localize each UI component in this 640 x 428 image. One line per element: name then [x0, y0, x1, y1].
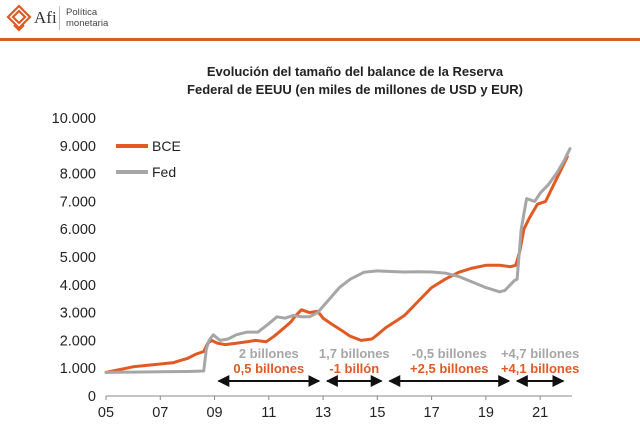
- x-tick-label: 05: [98, 405, 114, 421]
- header-divider: [59, 6, 60, 30]
- x-tick-label: 13: [315, 405, 331, 421]
- y-tick-label: 5.000: [60, 250, 96, 266]
- section-label-line2: monetaria: [66, 18, 109, 29]
- afi-logo-icon: [6, 4, 32, 32]
- annotation-bce-change: -1 billón: [329, 361, 379, 376]
- x-tick-label: 11: [261, 405, 276, 421]
- chart-title-line1: Evolución del tamaño del balance de la R…: [206, 64, 504, 79]
- chart-title: Evolución del tamaño del balance de la R…: [130, 63, 580, 99]
- y-tick-label: 9.000: [60, 139, 96, 155]
- annotation-bce-change: +2,5 billones: [410, 361, 488, 376]
- x-tick-label: 07: [152, 405, 168, 421]
- annotation-fed-change: -0,5 billones: [412, 346, 487, 361]
- x-tick-label: 09: [206, 405, 222, 421]
- y-tick-label: 3.000: [60, 306, 96, 322]
- series-line-fed: [104, 147, 572, 374]
- y-tick-label: 1.000: [60, 361, 96, 377]
- series-line-bce: [104, 155, 569, 374]
- annotation-fed-change: +4,7 billones: [501, 346, 579, 361]
- section-label: Política monetaria: [66, 7, 126, 29]
- y-tick-label: 8.000: [60, 167, 96, 183]
- annotation-fed-change: 1,7 billones: [319, 346, 390, 361]
- annotation-bce-change: 0,5 billones: [233, 361, 304, 376]
- y-tick-label: 6.000: [60, 222, 96, 238]
- x-tick-label: 19: [478, 405, 494, 421]
- brand-name: Afi: [34, 8, 57, 27]
- chart-title-line2: Federal de EEUU (en miles de millones de…: [187, 82, 523, 97]
- y-tick-label: 0: [88, 389, 96, 405]
- y-tick-label: 10.000: [52, 111, 96, 127]
- annotation-fed-change: 2 billones: [239, 346, 299, 361]
- legend-label-fed: Fed: [152, 164, 176, 180]
- x-tick-label: 21: [532, 405, 548, 421]
- y-tick-label: 7.000: [60, 194, 96, 210]
- x-tick-label: 17: [424, 405, 440, 421]
- x-tick-label: 15: [369, 405, 385, 421]
- section-label-line1: Política: [66, 7, 98, 18]
- y-tick-label: 2.000: [60, 333, 96, 349]
- header-bar: Afi Política monetaria: [0, 0, 640, 38]
- legend-label-bce: BCE: [152, 138, 181, 154]
- y-tick-label: 4.000: [60, 278, 96, 294]
- annotation-bce-change: +4,1 billones: [501, 361, 579, 376]
- header-accent-rule: [0, 38, 640, 41]
